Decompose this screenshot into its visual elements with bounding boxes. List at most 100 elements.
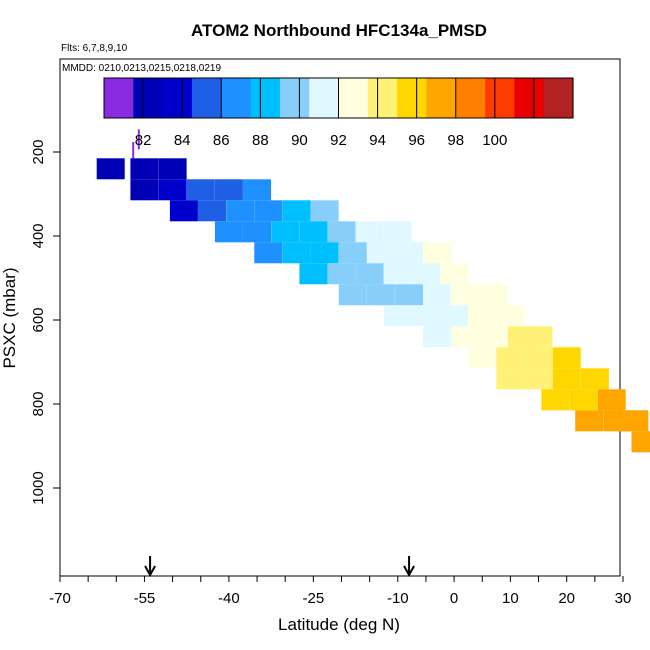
colorbar-swatch [221,78,232,118]
data-cell [423,326,452,348]
data-cell [524,326,553,348]
y-tick-label: 1000 [30,471,47,504]
data-cells [96,129,650,453]
colorbar-swatch [436,78,447,118]
x-tick-label: 30 [615,590,632,607]
colorbar-swatch [318,78,330,118]
data-cell [130,179,159,201]
data-cell [423,284,452,306]
colorbar-swatch [348,78,359,118]
data-cell [338,284,367,306]
marker-arrow-head [403,565,415,578]
data-cell [620,410,649,432]
colorbar-swatch [270,78,281,118]
data-cell [552,347,581,369]
data-cell [254,200,283,222]
colorbar-swatch [504,78,515,118]
data-cell [214,179,243,201]
flights-note: Flts: 6,7,8,9,10 [61,43,128,54]
x-tick-label: 20 [558,590,575,607]
data-cell [411,305,440,327]
colorbar-swatch [152,78,164,118]
colorbar-swatch [475,78,486,118]
colorbar-swatch [182,78,193,118]
data-cell [524,368,553,390]
data-cell [271,221,300,243]
data-cell [310,200,339,222]
data-cell [299,263,328,285]
colorbar-swatch [465,78,476,118]
colorbar-swatch [309,78,320,118]
colorbar-tick-label: 88 [252,132,269,149]
colorbar-swatch [123,78,134,118]
colorbar-swatch [260,78,271,118]
y-tick-label: 400 [30,223,47,248]
data-cell [383,263,412,285]
data-cell [214,221,243,243]
colorbar-tick-label: 100 [482,132,507,149]
data-cell [383,305,412,327]
data-cell [226,200,255,222]
plot-frame [59,58,621,577]
data-cell [440,263,469,285]
data-cell [496,305,525,327]
colorbar-swatch [240,78,252,118]
data-cell [158,158,187,180]
colorbar-tick-label: 90 [291,132,308,149]
data-cell [137,129,140,150]
data-cell [169,200,198,222]
colorbar-swatch [358,78,369,118]
colorbar-swatch [514,78,525,118]
colorbar-swatch [553,78,564,118]
data-cell [310,242,339,264]
x-tick-label: -70 [49,590,71,607]
data-cell [96,158,125,180]
data-cell [282,200,311,222]
colorbar-swatch [191,78,203,118]
data-cell [552,368,581,390]
colorbar-tick-label: 98 [447,132,464,149]
data-cell [524,347,553,369]
data-cell [338,242,367,264]
x-tick-label: -40 [218,590,240,607]
y-tick-label: 600 [30,307,47,332]
colorbar-tick-label: 94 [369,132,386,149]
colorbar-swatch [533,78,545,118]
colorbar-swatch [338,78,349,118]
data-cell [541,389,570,411]
colorbar-swatch [250,78,261,118]
data-cell [282,242,311,264]
colorbar-swatch [524,78,535,118]
data-cell [327,221,356,243]
colorbar-tick-label: 84 [174,132,191,149]
colorbar-swatch [162,78,173,118]
colorbar-swatch [104,78,115,118]
colorbar-swatch [563,78,574,118]
data-cell [569,389,598,411]
data-cell [355,221,384,243]
chart-title: ATOM2 Northbound HFC134a_PMSD [191,21,487,40]
y-tick-label: 200 [30,139,47,164]
colorbar-tick-label: 86 [213,132,230,149]
colorbar-swatch [328,78,340,118]
x-tick-label: 0 [450,590,458,607]
data-cell [327,263,356,285]
data-cell [575,410,604,432]
colorbar: 82 84 86 88 90 92 94 96 98 100 [103,77,574,149]
data-cell [186,179,215,201]
latitude-markers [144,556,415,578]
colorbar-tick-label: 92 [330,132,347,149]
data-cell [451,326,480,348]
colorbar-tick-label: 82 [135,132,152,149]
data-cell [132,142,135,162]
colorbar-swatch [113,78,125,118]
data-cell [395,242,424,264]
x-axis: -70-55-40-25-1001020304050607080 [49,576,632,607]
data-cell [158,179,187,201]
colorbar-swatch [377,78,388,118]
data-cell [451,284,480,306]
colorbar-swatch [416,78,428,118]
data-cell [198,200,226,222]
data-cell [411,263,440,285]
